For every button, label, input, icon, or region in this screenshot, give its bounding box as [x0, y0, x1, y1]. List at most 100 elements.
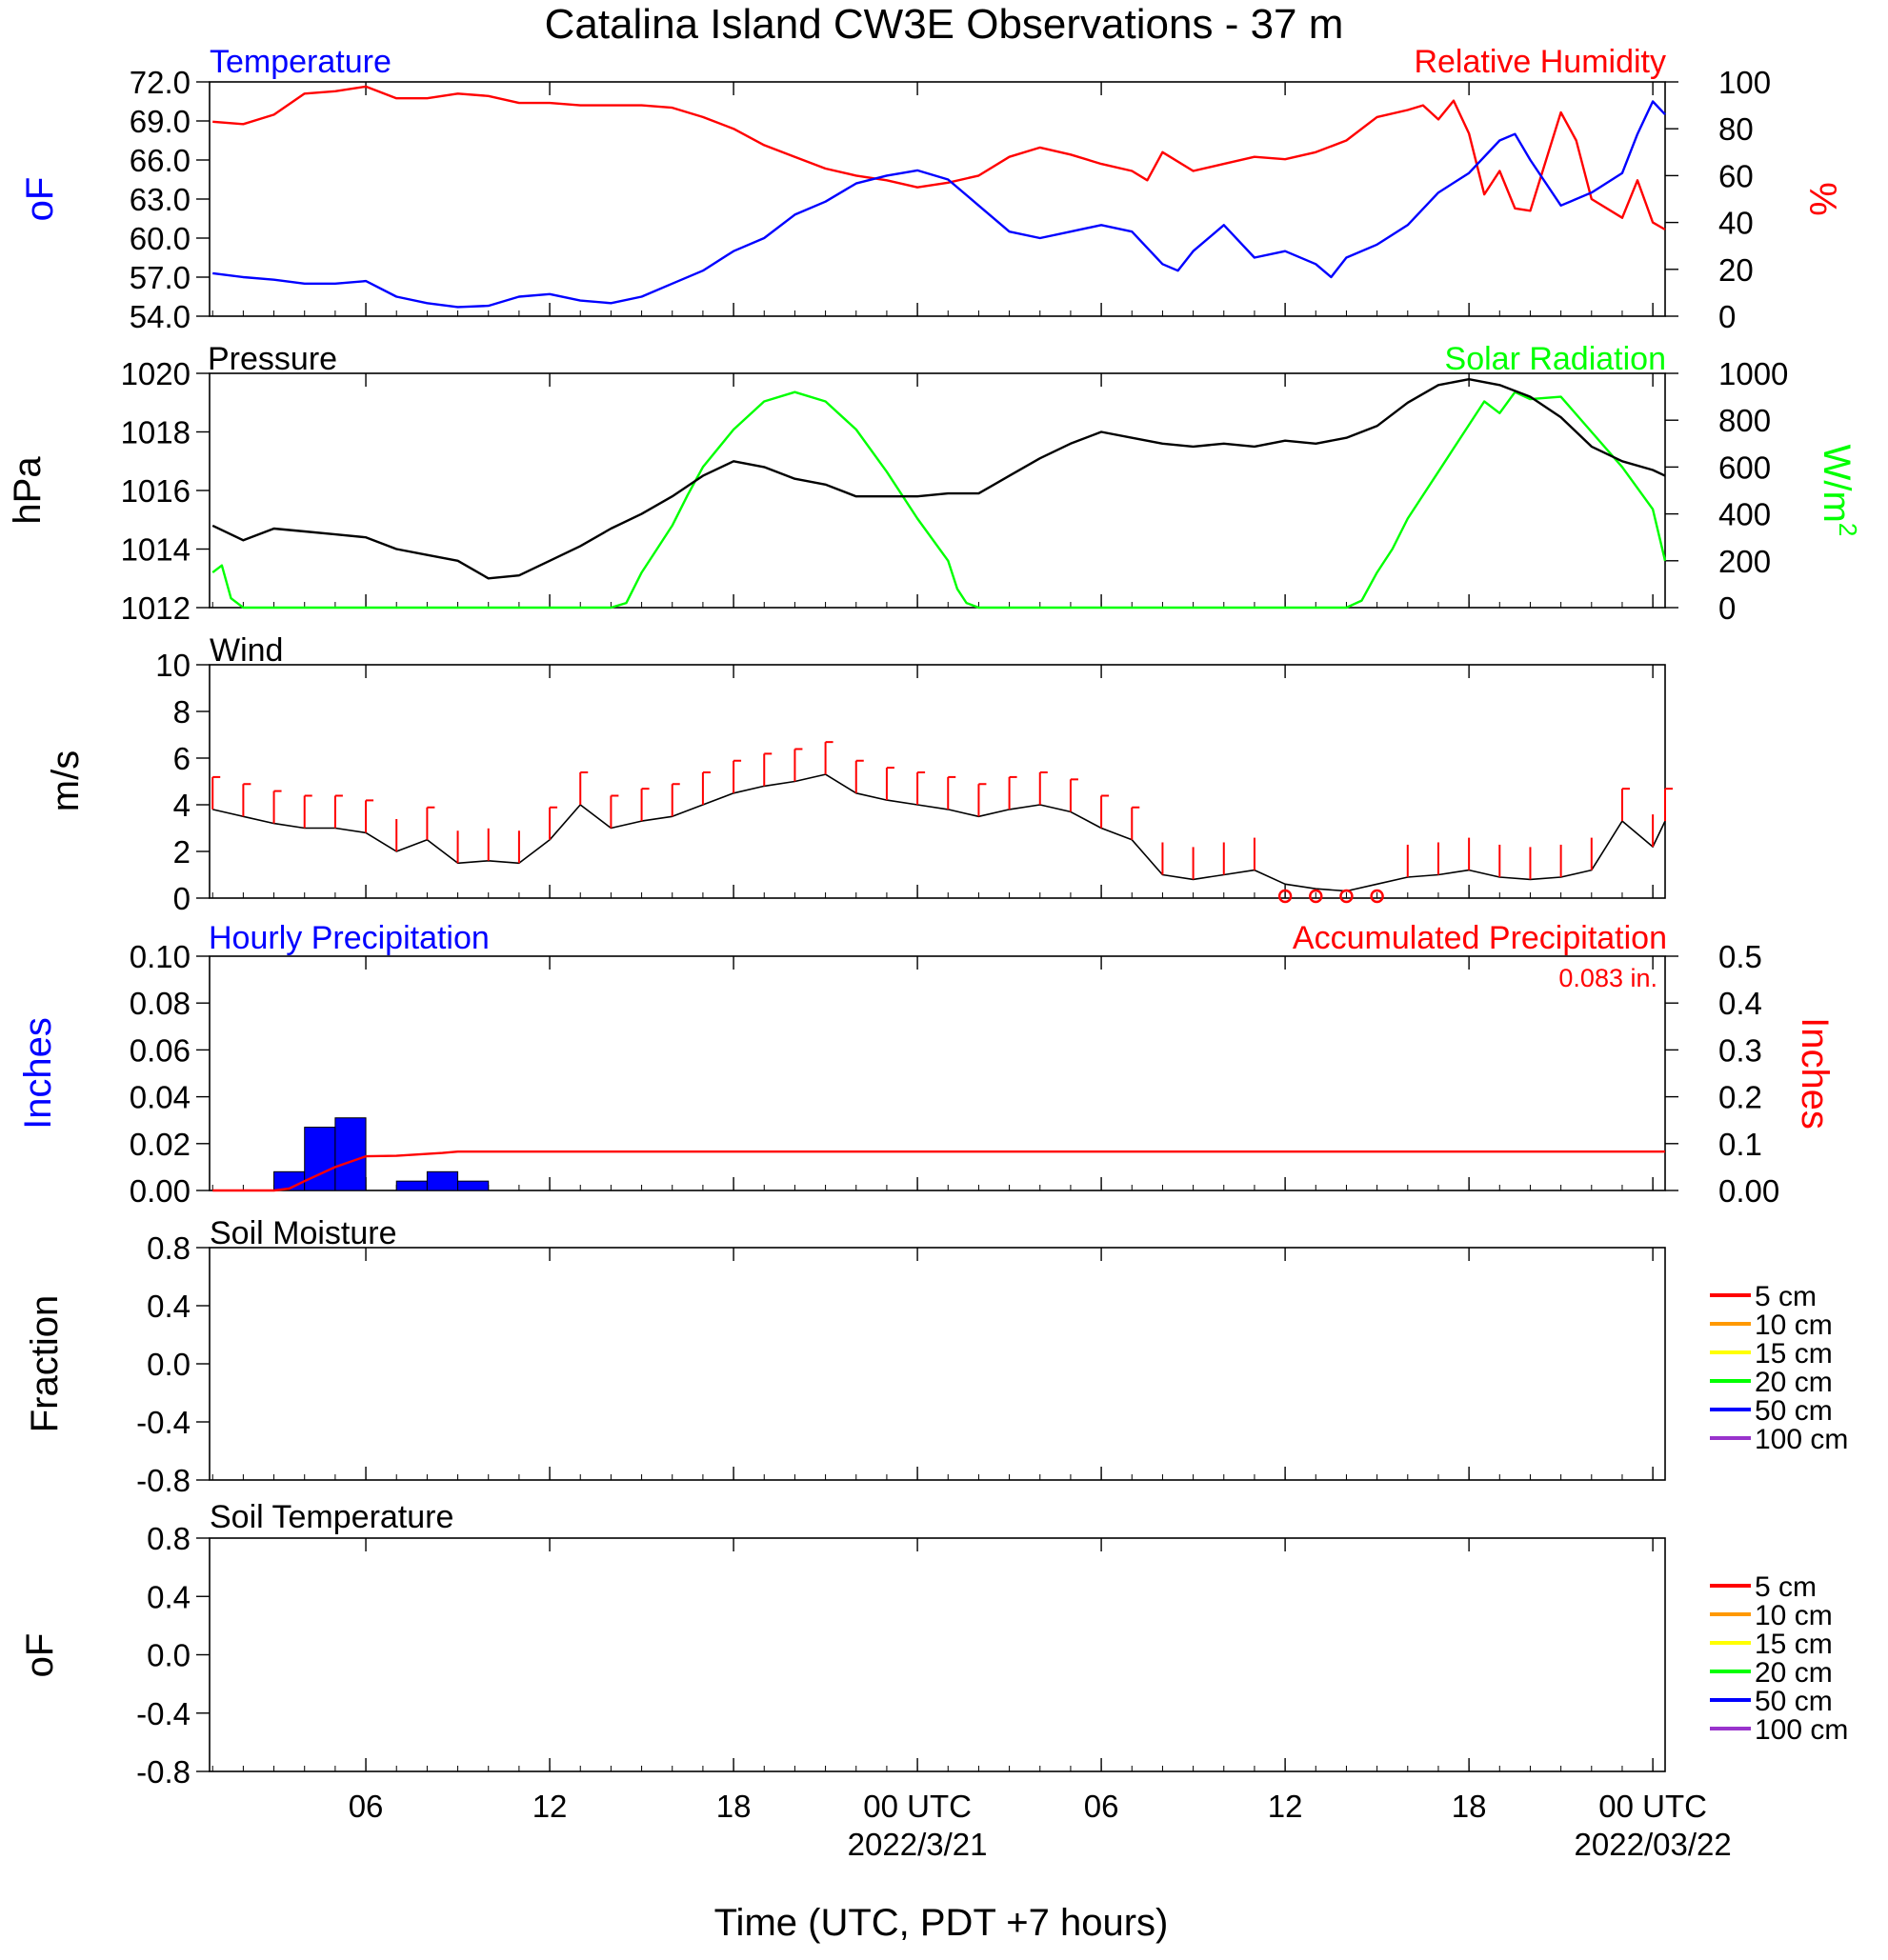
- precip-bar: [395, 1180, 428, 1191]
- soil-temperature-title: Soil Temperature: [210, 1499, 453, 1535]
- hourly-precip-title: Hourly Precipitation: [209, 920, 490, 956]
- calm-wind-marker: [1370, 889, 1384, 904]
- soil-temperature-legend-label: 10 cm: [1755, 1600, 1833, 1631]
- y-tick-label: 0.8: [147, 1230, 191, 1266]
- panel-precip: Hourly Precipitation Accumulated Precipi…: [17, 920, 1836, 1130]
- x-axis-label: Time (UTC, PDT +7 hours): [714, 1902, 1169, 1944]
- calm-wind-marker: [1277, 889, 1293, 904]
- solar-unit-superscript: 2: [1834, 523, 1862, 536]
- y-tick-label: 0: [173, 881, 191, 916]
- y-tick-label: 0.10: [130, 939, 191, 974]
- precip-bar: [426, 1170, 459, 1191]
- x-tick-label: 00 UTC: [1598, 1789, 1707, 1824]
- soil_temperature-frame: [209, 1537, 1666, 1772]
- soil-temperature-legend-label: 15 cm: [1755, 1629, 1833, 1660]
- wind-unit-label: m/s: [45, 750, 87, 811]
- y-tick-label: 1012: [121, 590, 191, 626]
- pressure-unit-label: hPa: [7, 456, 49, 525]
- y-tick-label-right: 60: [1718, 158, 1754, 193]
- y-tick-label: 0.08: [130, 986, 191, 1021]
- y-tick-label-right: 100: [1718, 65, 1771, 100]
- soil-moisture-legend-label: 10 cm: [1755, 1310, 1833, 1341]
- soil-moisture-legend-label: 50 cm: [1755, 1395, 1833, 1427]
- y-tick-label: 4: [173, 788, 191, 823]
- hourly-precip-unit-label: Inches: [17, 1017, 59, 1130]
- y-tick-label-right: 0.3: [1718, 1032, 1762, 1068]
- soil-moisture-unit-label: Fraction: [24, 1295, 66, 1433]
- soil-temperature-legend-label: 100 cm: [1755, 1714, 1848, 1746]
- temperature-title: Temperature: [210, 44, 392, 80]
- humidity-title: Relative Humidity: [1414, 44, 1666, 80]
- temperature-line: [212, 100, 1666, 309]
- pressure_solar-frame: [209, 372, 1666, 609]
- x-tick-label: 06: [349, 1789, 384, 1824]
- soil-temperature-legend-label: 50 cm: [1755, 1686, 1833, 1717]
- soil-temperature-unit-label: oF: [19, 1633, 61, 1678]
- panel-wind: Wind m/s: [45, 632, 283, 811]
- accumulated-precipitation-line: [212, 1150, 1665, 1192]
- solar-radiation-line: [211, 390, 1667, 610]
- y-tick-label: 6: [173, 741, 191, 776]
- y-tick-label-right: 0.1: [1718, 1127, 1762, 1162]
- y-tick-label: 72.0: [130, 65, 191, 100]
- soil-moisture-title: Soil Moisture: [210, 1215, 397, 1251]
- y-tick-label-right: 0: [1718, 299, 1736, 334]
- y-tick-label: 1016: [121, 473, 191, 509]
- calm-wind-marker: [1339, 889, 1354, 904]
- y-tick-label: 0.0: [147, 1347, 191, 1382]
- solar-title: Solar Radiation: [1445, 341, 1666, 377]
- y-tick-label: -0.8: [136, 1463, 191, 1498]
- y-tick-label: 0.06: [130, 1032, 191, 1068]
- y-tick-label: 10: [155, 648, 191, 683]
- panel-temp-rh: Temperature Relative Humidity oF %: [19, 44, 1843, 221]
- y-tick-label: 63.0: [130, 182, 191, 217]
- pressure-line: [211, 378, 1666, 580]
- y-tick-label: 0.04: [130, 1080, 191, 1115]
- x-tick-date-label: 2022/3/21: [848, 1827, 988, 1862]
- precip-bar: [457, 1180, 490, 1191]
- soil-temperature-legend-label: 5 cm: [1755, 1571, 1817, 1603]
- y-tick-label: 0.0: [147, 1638, 191, 1673]
- y-tick-label-right: 800: [1718, 403, 1771, 438]
- x-tick-label: 12: [532, 1789, 568, 1824]
- x-tick-date-label: 2022/03/22: [1575, 1827, 1732, 1862]
- y-tick-label-right: 0.5: [1718, 939, 1762, 974]
- y-tick-label: 57.0: [130, 260, 191, 295]
- y-tick-label: 69.0: [130, 104, 191, 139]
- y-tick-label: 1018: [121, 415, 191, 450]
- x-tick-label: 18: [716, 1789, 752, 1824]
- plot-layer: 72.069.066.063.060.057.054.0100806040200…: [121, 65, 1849, 1862]
- precip-bar: [304, 1127, 336, 1191]
- temp_rh-frame: [209, 81, 1666, 317]
- y-tick-label: 2: [173, 834, 191, 870]
- y-tick-label: 66.0: [130, 143, 191, 178]
- y-tick-label: 1014: [121, 532, 191, 568]
- chart-title: Catalina Island CW3E Observations - 37 m: [545, 1, 1344, 48]
- y-tick-label: -0.4: [136, 1405, 191, 1440]
- y-tick-label-right: 0.4: [1718, 986, 1762, 1021]
- y-tick-label-right: 20: [1718, 252, 1754, 288]
- y-tick-label: 54.0: [130, 299, 191, 334]
- soil-moisture-legend-label: 20 cm: [1755, 1367, 1833, 1398]
- y-tick-label-right: 600: [1718, 450, 1771, 485]
- precip-frame: [209, 955, 1666, 1191]
- relative-humidity-line: [212, 85, 1666, 231]
- y-tick-label: 0.4: [147, 1289, 191, 1324]
- y-tick-label: 0.4: [147, 1579, 191, 1614]
- y-tick-label-right: 200: [1718, 544, 1771, 579]
- y-tick-label: 1020: [121, 356, 191, 391]
- humidity-unit-label: %: [1801, 182, 1843, 216]
- solar-unit-label: W/m2: [1816, 445, 1862, 537]
- soil_moisture-frame: [209, 1247, 1666, 1481]
- y-tick-label: -0.4: [136, 1696, 191, 1731]
- precip-bar: [334, 1117, 367, 1191]
- accum-precip-title: Accumulated Precipitation: [1293, 920, 1667, 956]
- x-tick-label: 06: [1084, 1789, 1119, 1824]
- soil-moisture-legend-label: 5 cm: [1755, 1281, 1817, 1312]
- y-tick-label-right: 40: [1718, 206, 1754, 241]
- accum-precip-total: 0.083 in.: [1558, 964, 1657, 992]
- y-tick-label-right: 0.2: [1718, 1080, 1762, 1115]
- y-tick-label-right: 1000: [1718, 356, 1788, 391]
- y-tick-label-right: 400: [1718, 497, 1771, 532]
